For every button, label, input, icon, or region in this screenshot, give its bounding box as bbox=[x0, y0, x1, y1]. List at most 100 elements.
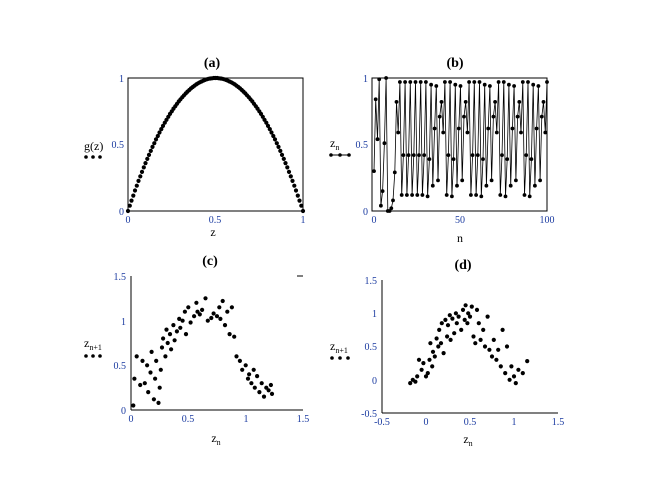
panel-c-data-point bbox=[180, 318, 185, 323]
panel-a-data-point bbox=[132, 188, 138, 193]
panel-d-data-point bbox=[494, 357, 499, 362]
panel-b-data-point bbox=[522, 193, 527, 197]
panel-c-data-point bbox=[188, 320, 193, 325]
panel-c-data-point bbox=[140, 358, 145, 363]
panel-b-data-point bbox=[437, 114, 442, 119]
panel-c-ytick: 1.5 bbox=[114, 272, 127, 283]
panel-d-data-point bbox=[463, 303, 468, 308]
panel-b-data-point bbox=[539, 114, 544, 119]
panel-b-data-point bbox=[527, 194, 532, 199]
panel-c-xtick: 0.5 bbox=[182, 414, 195, 425]
panel-d-data-point bbox=[471, 334, 476, 339]
panel-c-data-point bbox=[269, 391, 275, 396]
panel-b-xticks: 0 50 100 bbox=[372, 215, 555, 226]
panel-b-data-point bbox=[384, 76, 388, 80]
panel-c-data-point bbox=[245, 376, 251, 381]
panel-a-data-point bbox=[272, 137, 278, 142]
panel-a-data-point bbox=[269, 130, 274, 135]
panel-d-data-point bbox=[456, 314, 461, 319]
panel-a-data-point bbox=[143, 161, 148, 166]
panel-c-data-point bbox=[134, 354, 139, 359]
panel-d-data-point bbox=[498, 364, 503, 369]
panel-c-data-point bbox=[186, 305, 191, 310]
panel-d-data-point bbox=[450, 316, 455, 321]
panel-d-data-point bbox=[504, 344, 510, 349]
panel-b-data-point bbox=[372, 169, 376, 174]
panel-b-data-point bbox=[432, 126, 437, 131]
panel-b-data-point bbox=[434, 84, 439, 88]
panel-a: (a) 0 0.5 1 0 0.5 1 z g(z) bbox=[84, 56, 306, 239]
panel-c-data-point bbox=[178, 325, 183, 330]
panel-a-legend-dot bbox=[84, 155, 88, 159]
panel-b-data-point bbox=[500, 153, 504, 158]
panel-b-data-point bbox=[510, 126, 515, 131]
panel-d-data-point bbox=[465, 321, 470, 326]
panel-a-legend-dot bbox=[91, 155, 95, 159]
panel-c-data-point bbox=[197, 312, 202, 317]
panel-c-data-point bbox=[211, 311, 216, 316]
panel-b-data-point bbox=[463, 100, 468, 104]
panel-c-data-point bbox=[227, 332, 232, 337]
panel-b-data-point bbox=[424, 80, 428, 84]
panel-c-data-point bbox=[163, 354, 168, 359]
panel-b-data-point bbox=[411, 153, 416, 158]
panel-d-data-point bbox=[467, 314, 473, 319]
panel-d-data-point bbox=[441, 351, 446, 356]
panel-d-data-point bbox=[525, 359, 530, 364]
panel-a-data-point bbox=[278, 148, 283, 153]
panel-b-data-point bbox=[470, 153, 475, 158]
panel-d-data-point bbox=[434, 336, 439, 341]
panel-b-data-point bbox=[531, 82, 536, 87]
panel-d-xtick: -0.5 bbox=[374, 417, 390, 428]
panel-b-data-point bbox=[467, 80, 471, 84]
panel-d-ytick: 1 bbox=[372, 309, 377, 320]
panel-c-data-point bbox=[157, 385, 162, 390]
panel-b-data-point bbox=[545, 80, 549, 84]
panel-b-data-point bbox=[519, 130, 523, 135]
panel-d-data-point bbox=[473, 341, 478, 346]
panel-a-data-point bbox=[265, 123, 271, 128]
panel-b-title: (b) bbox=[446, 56, 463, 71]
panel-c-data-point bbox=[156, 400, 161, 405]
panel-b: (b) 0 50 100 0 0.5 1 n zn bbox=[329, 56, 555, 245]
panel-b-data-point bbox=[543, 130, 548, 135]
panel-d-data-point bbox=[454, 321, 459, 326]
panel-d-marks bbox=[408, 303, 530, 386]
panel-b-data-point bbox=[394, 100, 399, 104]
panel-c-data-point bbox=[148, 370, 153, 375]
panel-a-data-point bbox=[297, 198, 302, 203]
panel-d-data-point bbox=[437, 327, 442, 332]
panel-d-yticks: -0.5 0 0.5 1 1.5 bbox=[361, 276, 377, 420]
panel-d-data-point bbox=[481, 327, 486, 332]
panel-b-data-point bbox=[501, 80, 506, 84]
panel-c-data-point bbox=[131, 403, 136, 408]
panel-a-data-point bbox=[131, 193, 136, 198]
panel-b-data-point bbox=[458, 84, 463, 88]
panel-b-data-point bbox=[460, 178, 465, 183]
panel-a-data-point bbox=[286, 169, 292, 174]
panel-d-legend-dot bbox=[330, 356, 334, 360]
panel-b-data-point bbox=[408, 80, 413, 84]
panel-a-data-point bbox=[264, 120, 269, 125]
panel-c-data-point bbox=[183, 332, 189, 337]
panel-c-data-point bbox=[153, 376, 158, 381]
panel-c-data-point bbox=[164, 327, 169, 332]
panel-b-data-point bbox=[514, 178, 518, 183]
panel-b-data-point bbox=[455, 183, 459, 188]
panel-b-xlabel: n bbox=[457, 231, 463, 245]
panel-b-data-point bbox=[436, 178, 440, 183]
panel-a-data-point bbox=[139, 169, 145, 174]
panel-b-data-point bbox=[484, 183, 489, 188]
panel-b-data-point bbox=[507, 82, 511, 87]
panel-c-data-point bbox=[159, 345, 165, 350]
panel-c-data-point bbox=[259, 381, 264, 386]
panel-b-xtick: 50 bbox=[455, 215, 465, 226]
panel-d-data-point bbox=[462, 317, 467, 322]
panel-b-data-point bbox=[505, 157, 510, 162]
panel-c-data-point bbox=[154, 358, 159, 363]
panel-a-data-point bbox=[290, 178, 295, 183]
panel-d-data-point bbox=[452, 331, 457, 336]
panel-c-xtick: 1 bbox=[244, 414, 249, 425]
panel-b-series-line bbox=[373, 77, 548, 212]
panel-b-data-point bbox=[479, 194, 484, 199]
